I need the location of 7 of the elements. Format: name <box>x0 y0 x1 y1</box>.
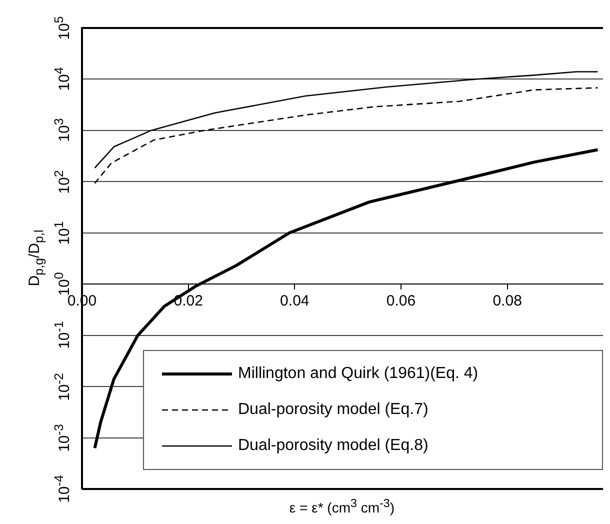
legend-label: Millington and Quirk (1961)(Eq. 4) <box>238 365 478 383</box>
x-axis-title: ε = ε* (cm$^{3}$ cm$^{-3}$) <box>289 497 395 516</box>
legend-label: Dual-porosity model (Eq.8) <box>238 437 428 455</box>
legend-label: Dual-porosity model (Eq.7) <box>238 401 428 419</box>
x-tick-label: 0.06 <box>386 292 416 310</box>
x-tick-label: 0.04 <box>280 292 310 310</box>
x-tick-label: 0.08 <box>492 292 522 310</box>
